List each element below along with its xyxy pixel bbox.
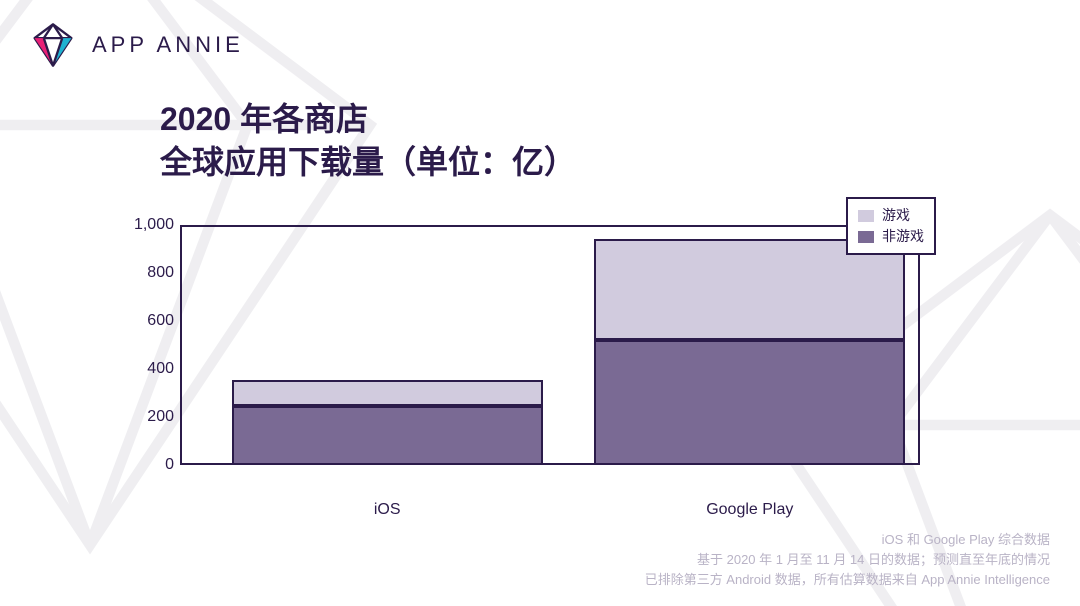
legend: 游戏非游戏: [846, 197, 936, 255]
legend-swatch: [858, 231, 874, 243]
footer-line3: 已排除第三方 Android 数据，所有估算数据来自 App Annie Int…: [645, 570, 1050, 590]
legend-label: 游戏: [882, 205, 910, 226]
bar-segment-iOS-non_game: [232, 406, 543, 465]
y-tick-label: 800: [120, 264, 174, 282]
y-tick-label: 200: [120, 408, 174, 426]
y-tick-label: 600: [120, 312, 174, 330]
y-tick-label: 1,000: [120, 216, 174, 234]
footer-notes: iOS 和 Google Play 综合数据 基于 2020 年 1 月至 11…: [645, 530, 1050, 590]
legend-item: 非游戏: [858, 226, 924, 247]
bar-segment-iOS-game: [232, 380, 543, 406]
x-tick-label: iOS: [232, 495, 543, 519]
x-tick-label: Google Play: [594, 495, 905, 519]
legend-label: 非游戏: [882, 226, 924, 247]
brand-header: APP ANNIE: [30, 22, 244, 68]
bar-segment-Google-Play-non_game: [594, 340, 905, 465]
legend-swatch: [858, 210, 874, 222]
brand-text: APP ANNIE: [92, 32, 244, 58]
chart-title-line1: 2020 年各商店: [160, 98, 576, 141]
y-tick-label: 400: [120, 360, 174, 378]
footer-line2: 基于 2020 年 1 月至 11 月 14 日的数据；预测直至年底的情况: [645, 550, 1050, 570]
legend-item: 游戏: [858, 205, 924, 226]
chart-title: 2020 年各商店 全球应用下载量（单位：亿）: [160, 98, 576, 184]
bar-chart: 02004006008001,000iOSGoogle Play: [120, 225, 920, 495]
chart-title-line2: 全球应用下载量（单位：亿）: [160, 141, 576, 184]
y-tick-label: 0: [120, 456, 174, 474]
app-annie-logo-icon: [30, 22, 76, 68]
footer-line1: iOS 和 Google Play 综合数据: [645, 530, 1050, 550]
